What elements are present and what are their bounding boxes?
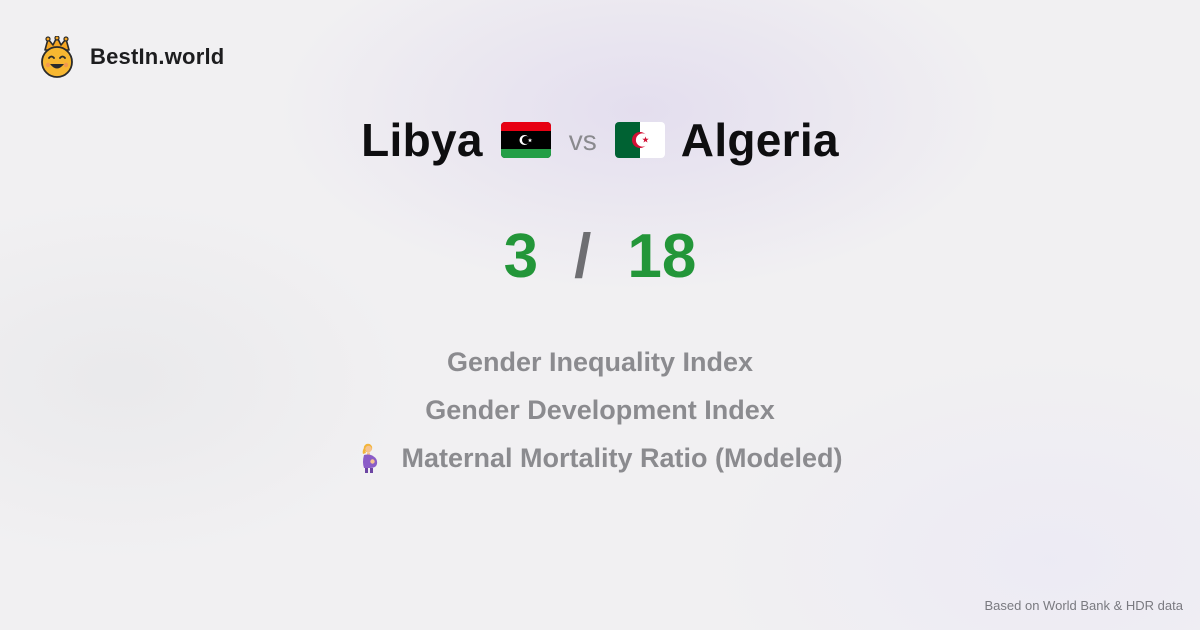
right-score: 18 [627,221,697,291]
left-country: Libya [361,114,483,166]
brand-name: BestIn.world [90,44,225,69]
metrics-list: Gender Inequality Index Gender Developme… [0,338,1200,482]
metric-label: Maternal Mortality Ratio (Modeled) [401,442,843,473]
metric-item: Gender Development Index [425,386,775,434]
libya-flag-icon [500,122,551,158]
brand[interactable]: BestIn.world [38,36,224,78]
metric-item: Maternal Mortality Ratio (Modeled) [357,434,843,482]
score: 3 / 18 [0,218,1200,294]
vs-label: vs [568,125,597,156]
left-score: 3 [503,221,539,291]
data-source-note: Based on World Bank & HDR data [984,598,1183,613]
right-country: Algeria [680,114,839,166]
metric-label: Gender Inequality Index [446,346,754,377]
comparison-title: Libya vs Algeria [0,108,1200,172]
crown-smiley-icon [41,36,73,78]
metric-label: Gender Development Index [425,394,775,425]
score-separator: / [574,221,592,291]
pregnant-woman-icon [363,443,378,473]
algeria-flag-icon [614,122,665,158]
metric-item: Gender Inequality Index [447,338,753,386]
